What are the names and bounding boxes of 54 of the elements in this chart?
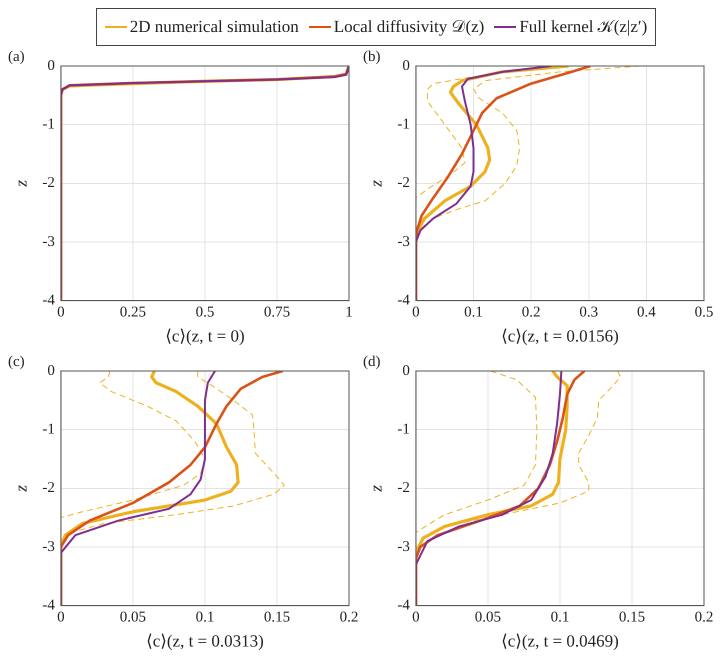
chart-title: (d) <box>363 354 380 370</box>
x-tick-label: 0.15 <box>618 610 646 626</box>
y-tick-label: -2 <box>397 175 410 192</box>
legend-label: 2D numerical simulation <box>130 17 299 37</box>
x-tick-label: 0.3 <box>579 304 598 321</box>
chart-title: (c) <box>8 354 25 370</box>
y-tick-label: 0 <box>402 362 410 379</box>
y-tick-label: -1 <box>42 116 55 133</box>
x-tick-label: 0.15 <box>264 610 290 626</box>
y-tick-label: -2 <box>42 175 55 192</box>
y-axis-title: z <box>366 180 386 188</box>
y-tick-label: -2 <box>42 480 55 496</box>
y-tick-label: -3 <box>397 234 410 250</box>
x-tick-label: 0.2 <box>340 610 358 626</box>
x-tick-label: 0.5 <box>694 304 714 321</box>
y-tick-label: -3 <box>42 234 55 250</box>
x-tick-label: 1 <box>345 304 353 321</box>
y-tick-label: 0 <box>47 58 55 74</box>
x-tick-label: 0.75 <box>264 304 290 321</box>
x-axis-title: ⟨c⟩(z, t = 0) <box>165 326 245 346</box>
x-axis-title: ⟨c⟩(z, t = 0.0469) <box>501 631 619 650</box>
x-tick-label: 0.1 <box>550 610 570 626</box>
x-tick-label: 0.4 <box>637 304 656 321</box>
y-tick-label: 0 <box>47 362 55 379</box>
y-tick-label: 0 <box>402 58 410 74</box>
x-tick-label: 0.1 <box>196 610 214 626</box>
x-tick-label: 0.05 <box>474 610 502 626</box>
y-axis-title: z <box>12 180 31 188</box>
line-series <box>60 371 206 518</box>
legend-label: Full kernel 𝒦(z|z′) <box>519 17 648 37</box>
y-tick-label: -4 <box>397 292 410 309</box>
x-axis-title: ⟨c⟩(z, t = 0.0156) <box>501 326 619 346</box>
y-tick-label: -1 <box>397 422 410 438</box>
chart-title: (b) <box>363 48 380 65</box>
y-tick-label: -1 <box>42 422 55 438</box>
y-tick-label: -4 <box>42 598 56 614</box>
y-tick-label: -3 <box>42 538 55 555</box>
legend-label: Local diffusivity 𝒟(z) <box>334 17 484 37</box>
y-tick-label: -1 <box>397 116 410 133</box>
x-tick-label: 0.5 <box>196 304 214 321</box>
x-tick-label: 0.1 <box>464 304 483 321</box>
y-axis-title: z <box>12 484 31 493</box>
x-tick-label: 0.25 <box>120 304 146 321</box>
x-tick-label: 0.2 <box>694 610 714 626</box>
x-tick-label: 0.2 <box>522 304 541 321</box>
y-axis-title: z <box>366 484 386 493</box>
y-tick-label: -4 <box>42 292 56 309</box>
x-tick-label: 0.05 <box>120 610 146 626</box>
x-axis-title: ⟨c⟩(z, t = 0.0313) <box>146 631 264 650</box>
y-tick-label: -2 <box>397 480 410 496</box>
line-series <box>416 371 538 533</box>
y-tick-label: -3 <box>397 538 410 555</box>
chart-title: (a) <box>8 48 25 65</box>
y-tick-label: -4 <box>397 598 410 614</box>
